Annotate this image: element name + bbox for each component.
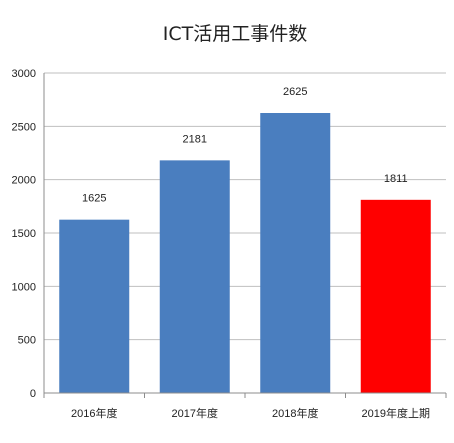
- bar-2018年度: [260, 113, 331, 393]
- y-tick-label: 0: [30, 388, 36, 400]
- bar-2016年度: [59, 219, 130, 393]
- y-tick-label: 2000: [12, 175, 36, 187]
- bar-2019年度上期: [360, 199, 431, 393]
- y-tick-label: 500: [18, 335, 36, 347]
- axes: [43, 73, 447, 398]
- labels: 0 500 1000 1500 2000 2500 3000 1625 2016年度 2181 20…: [12, 68, 430, 420]
- x-tick-label: 2017年度: [172, 406, 218, 420]
- bar-2017年度: [159, 160, 230, 393]
- data-label: 1811: [384, 173, 408, 185]
- data-label: 2181: [183, 133, 207, 145]
- y-tick-label: 2500: [12, 121, 36, 133]
- y-tick-label: 1500: [12, 228, 36, 240]
- y-tick-label: 3000: [12, 68, 36, 80]
- bars: [59, 113, 431, 393]
- x-tick-label: 2018年度: [272, 406, 318, 420]
- y-tick-label: 1000: [12, 281, 36, 293]
- data-label: 1625: [82, 193, 106, 205]
- chart-title: ICT活用工事件数: [163, 23, 307, 45]
- x-tick-label: 2016年度: [71, 406, 117, 420]
- x-tick-label: 2019年度上期: [362, 406, 430, 420]
- data-label: 2625: [283, 86, 307, 98]
